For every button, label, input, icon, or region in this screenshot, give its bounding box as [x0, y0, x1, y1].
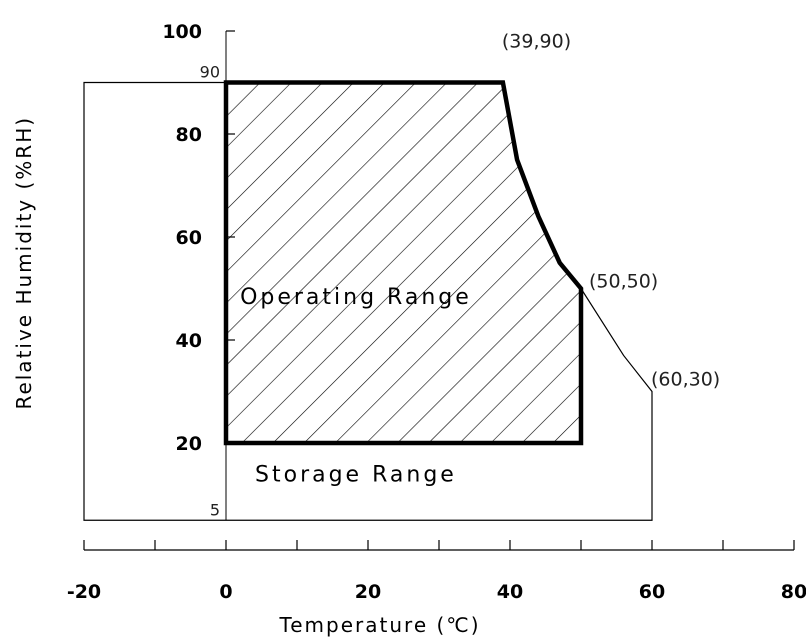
- point-annotation-2: (60,30): [651, 369, 720, 391]
- x-tick-label--20: -20: [67, 581, 101, 603]
- y-tick-label-20: 20: [176, 433, 202, 455]
- y-extra-label-90: 90: [200, 63, 220, 82]
- y-tick-label-100: 100: [162, 21, 202, 43]
- x-axis-title: Temperature (℃): [278, 613, 480, 637]
- storage-range-label: Storage Range: [255, 463, 457, 488]
- operating-range-label: Operating Range: [240, 285, 472, 310]
- y-extra-label-5: 5: [210, 500, 220, 519]
- operating-range-region: [223, 80, 584, 446]
- y-tick-label-60: 60: [176, 227, 202, 249]
- x-tick-label-40: 40: [497, 581, 523, 603]
- x-tick-label-20: 20: [355, 581, 381, 603]
- y-tick-label-40: 40: [176, 330, 202, 352]
- point-annotation-1: (50,50): [589, 271, 658, 293]
- point-annotation-0: (39,90): [502, 31, 571, 53]
- x-tick-label-80: 80: [781, 581, 806, 603]
- y-tick-label-80: 80: [176, 124, 202, 146]
- storage-range-region: [83, 81, 653, 521]
- y-axis-title: Relative Humidity (%RH): [12, 116, 36, 410]
- x-tick-label-0: 0: [219, 581, 232, 603]
- x-tick-label-60: 60: [639, 581, 665, 603]
